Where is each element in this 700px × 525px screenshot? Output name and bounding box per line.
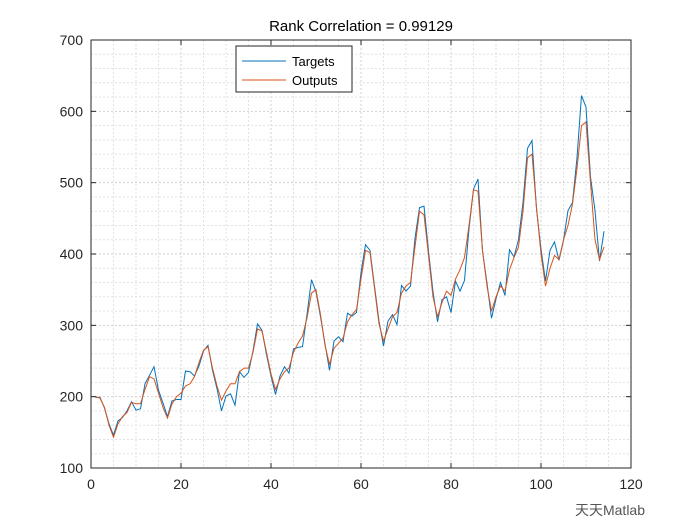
y-tick-label: 500 xyxy=(60,175,84,191)
y-tick-label: 300 xyxy=(60,317,84,333)
series-line-targets xyxy=(95,95,605,437)
y-tick-label: 600 xyxy=(60,103,84,119)
legend-box xyxy=(235,45,353,93)
y-tick-label: 200 xyxy=(60,389,84,405)
x-tick-label: 120 xyxy=(619,476,643,492)
x-tick-label: 0 xyxy=(87,476,95,492)
y-tick-label: 700 xyxy=(60,32,84,48)
series-lines xyxy=(95,95,605,439)
x-tick-label: 40 xyxy=(263,476,279,492)
axis-ticks: 0 20 40 60 80 100 120 100 200 300 400 500 600 700 xyxy=(60,32,643,492)
x-tick-label: 20 xyxy=(173,476,189,492)
series-line-outputs xyxy=(95,121,605,439)
x-tick-label: 80 xyxy=(443,476,459,492)
y-tick-label: 400 xyxy=(60,246,84,262)
legend-label-targets: Targets xyxy=(292,54,335,69)
x-tick-label: 100 xyxy=(529,476,553,492)
watermark: 天天Matlab xyxy=(575,502,645,518)
chart-title: Rank Correlation = 0.99129 xyxy=(269,18,453,35)
x-tick-label: 60 xyxy=(353,476,369,492)
grid xyxy=(91,40,631,468)
legend-label-outputs: Outputs xyxy=(292,73,338,88)
y-tick-label: 100 xyxy=(60,460,84,476)
legend: Targets Outputs xyxy=(235,45,353,93)
